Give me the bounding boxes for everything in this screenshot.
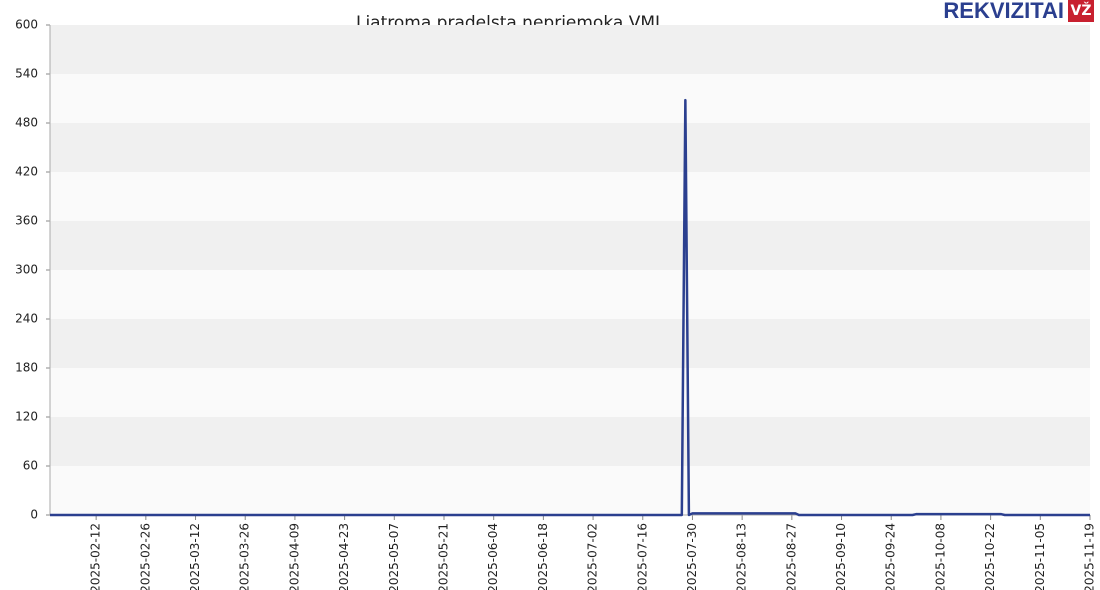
x-tick-label: 2025-06-18 [536, 523, 550, 590]
y-tick-label: 0 [30, 508, 38, 522]
x-tick-label: 2025-02-26 [138, 523, 152, 590]
grid-band [50, 319, 1090, 368]
x-tick-label: 2025-11-05 [1033, 523, 1047, 590]
x-tick-label: 2025-11-19 [1083, 523, 1097, 590]
y-tick-label: 600 [15, 18, 38, 32]
y-tick-label: 420 [15, 165, 38, 179]
x-tick-label: 2025-04-23 [337, 523, 351, 590]
x-tick-label: 2025-10-08 [933, 523, 947, 590]
x-tick-label: 2025-06-04 [486, 523, 500, 590]
y-tick-label: 60 [23, 459, 38, 473]
grid-band [50, 270, 1090, 319]
x-tick-label: 2025-07-02 [586, 523, 600, 590]
x-tick-label: 2025-03-26 [238, 523, 252, 590]
y-tick-label: 360 [15, 214, 38, 228]
grid-band [50, 417, 1090, 466]
grid-band [50, 25, 1090, 74]
brand-badge-bg [1068, 0, 1094, 22]
y-tick-label: 480 [15, 116, 38, 130]
x-tick-label: 2025-09-24 [884, 523, 898, 590]
brand-name: REKVIZITAI [943, 0, 1064, 23]
x-tick-label: 2025-03-12 [188, 523, 202, 590]
y-tick-label: 120 [15, 410, 38, 424]
grid-band [50, 221, 1090, 270]
x-tick-label: 2025-05-07 [387, 523, 401, 590]
y-tick-label: 300 [15, 263, 38, 277]
x-tick-label: 2025-07-16 [635, 523, 649, 590]
grid-band [50, 172, 1090, 221]
brand-badge: VŽ [1071, 2, 1092, 19]
x-tick-label: 2025-05-21 [436, 523, 450, 590]
grid-band [50, 466, 1090, 515]
x-tick-label: 2025-09-10 [834, 523, 848, 590]
y-tick-label: 540 [15, 67, 38, 81]
y-tick-label: 180 [15, 361, 38, 375]
y-tick-label: 240 [15, 312, 38, 326]
x-tick-label: 2025-08-27 [784, 523, 798, 590]
grid-band [50, 74, 1090, 123]
x-tick-label: 2025-10-22 [983, 523, 997, 590]
x-tick-label: 2025-04-09 [287, 523, 301, 590]
series-line [50, 98, 1090, 517]
x-tick-label: 2025-02-12 [89, 523, 103, 590]
grid-band [50, 368, 1090, 417]
grid-band [50, 123, 1090, 172]
x-tick-label: 2025-08-13 [735, 523, 749, 590]
x-tick-label: 2025-07-30 [685, 523, 699, 590]
